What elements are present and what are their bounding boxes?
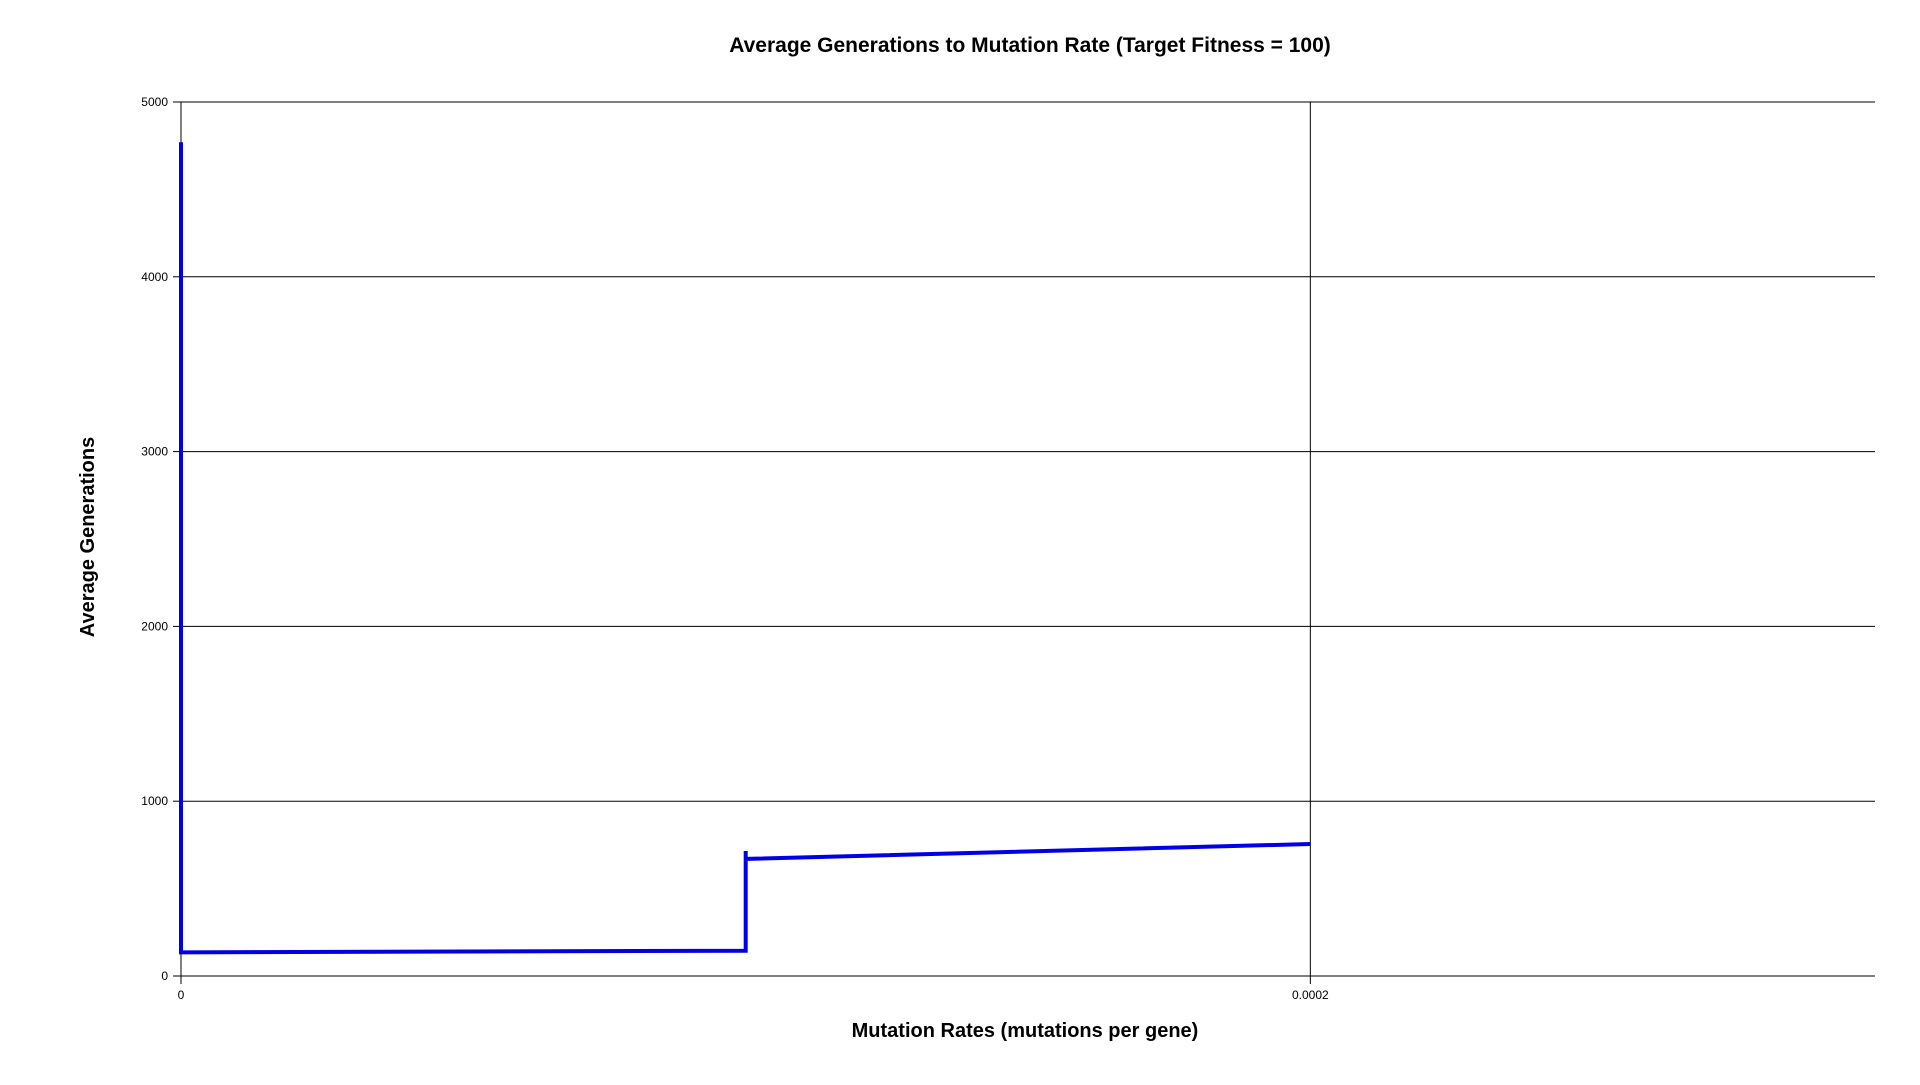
y-tick-label: 3000 [141, 445, 168, 459]
y-tick-label: 4000 [141, 270, 168, 284]
y-tick-label: 2000 [141, 619, 168, 633]
y-axis-label: Average Generations [77, 437, 99, 637]
chart-title: Average Generations to Mutation Rate (Ta… [729, 34, 1331, 57]
series [179, 142, 1311, 955]
x-tick-label: 0.0002 [1292, 988, 1329, 1002]
grid [180, 101, 1875, 984]
y-tick-label: 1000 [141, 794, 168, 808]
series-line [179, 142, 1311, 955]
tick-labels: 0 1000 2000 3000 4000 5000 0 0.0002 [141, 95, 1329, 1002]
x-tick-label: 0 [178, 988, 185, 1002]
x-axis-label: Mutation Rates (mutations per gene) [852, 1020, 1199, 1042]
y-tick-label: 0 [161, 969, 168, 983]
y-tick-label: 5000 [141, 95, 168, 109]
